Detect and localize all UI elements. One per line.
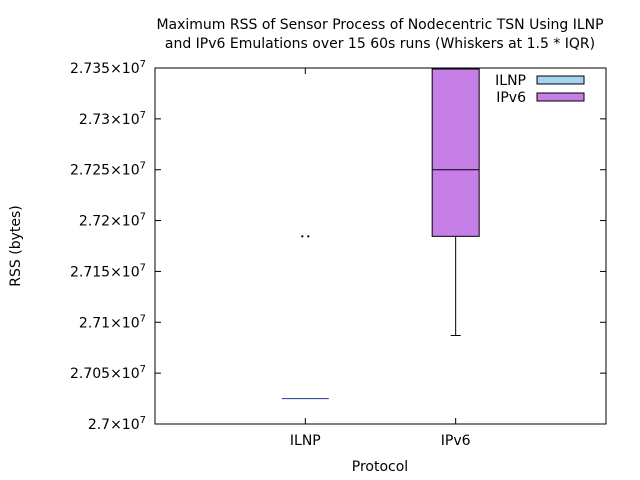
legend-label: IPv6 [496,90,526,106]
x-axis-label: Protocol [352,459,408,475]
outlier-point [307,235,310,238]
legend-swatch [536,92,585,102]
y-axis-label: RSS (bytes) [8,205,24,286]
y-tick-label: 2.715×107 [70,262,146,280]
y-tick-label: 2.7×107 [88,415,146,433]
legend-label: ILNP [495,73,526,89]
y-tick-label: 2.735×107 [70,59,146,77]
plot-area: 2.7×107 2.705×107 2.71×107 2.715×107 2.72×10… [70,59,606,449]
box-ilnp [281,235,329,400]
y-tick-label: 2.705×107 [70,364,146,382]
box-iqr [431,68,480,237]
plot-border [154,67,607,425]
y-tick-label: 2.73×107 [79,110,146,128]
chart-title-line-1: Maximum RSS of Sensor Process of Nodecen… [156,17,603,33]
box-ipv6 [431,68,480,337]
chart-title: Maximum RSS of Sensor Process of Nodecen… [156,17,603,52]
outlier-point [301,235,304,238]
y-tick-label: 2.725×107 [70,161,146,179]
legend-swatch [536,75,585,85]
chart-title-line-2: and IPv6 Emulations over 15 60s runs (Wh… [165,36,595,52]
y-tick-label: 2.72×107 [79,212,146,230]
x-tick-label: ILNP [290,433,321,449]
y-tick-label: 2.71×107 [79,313,146,331]
x-tick-label: IPv6 [441,433,471,449]
